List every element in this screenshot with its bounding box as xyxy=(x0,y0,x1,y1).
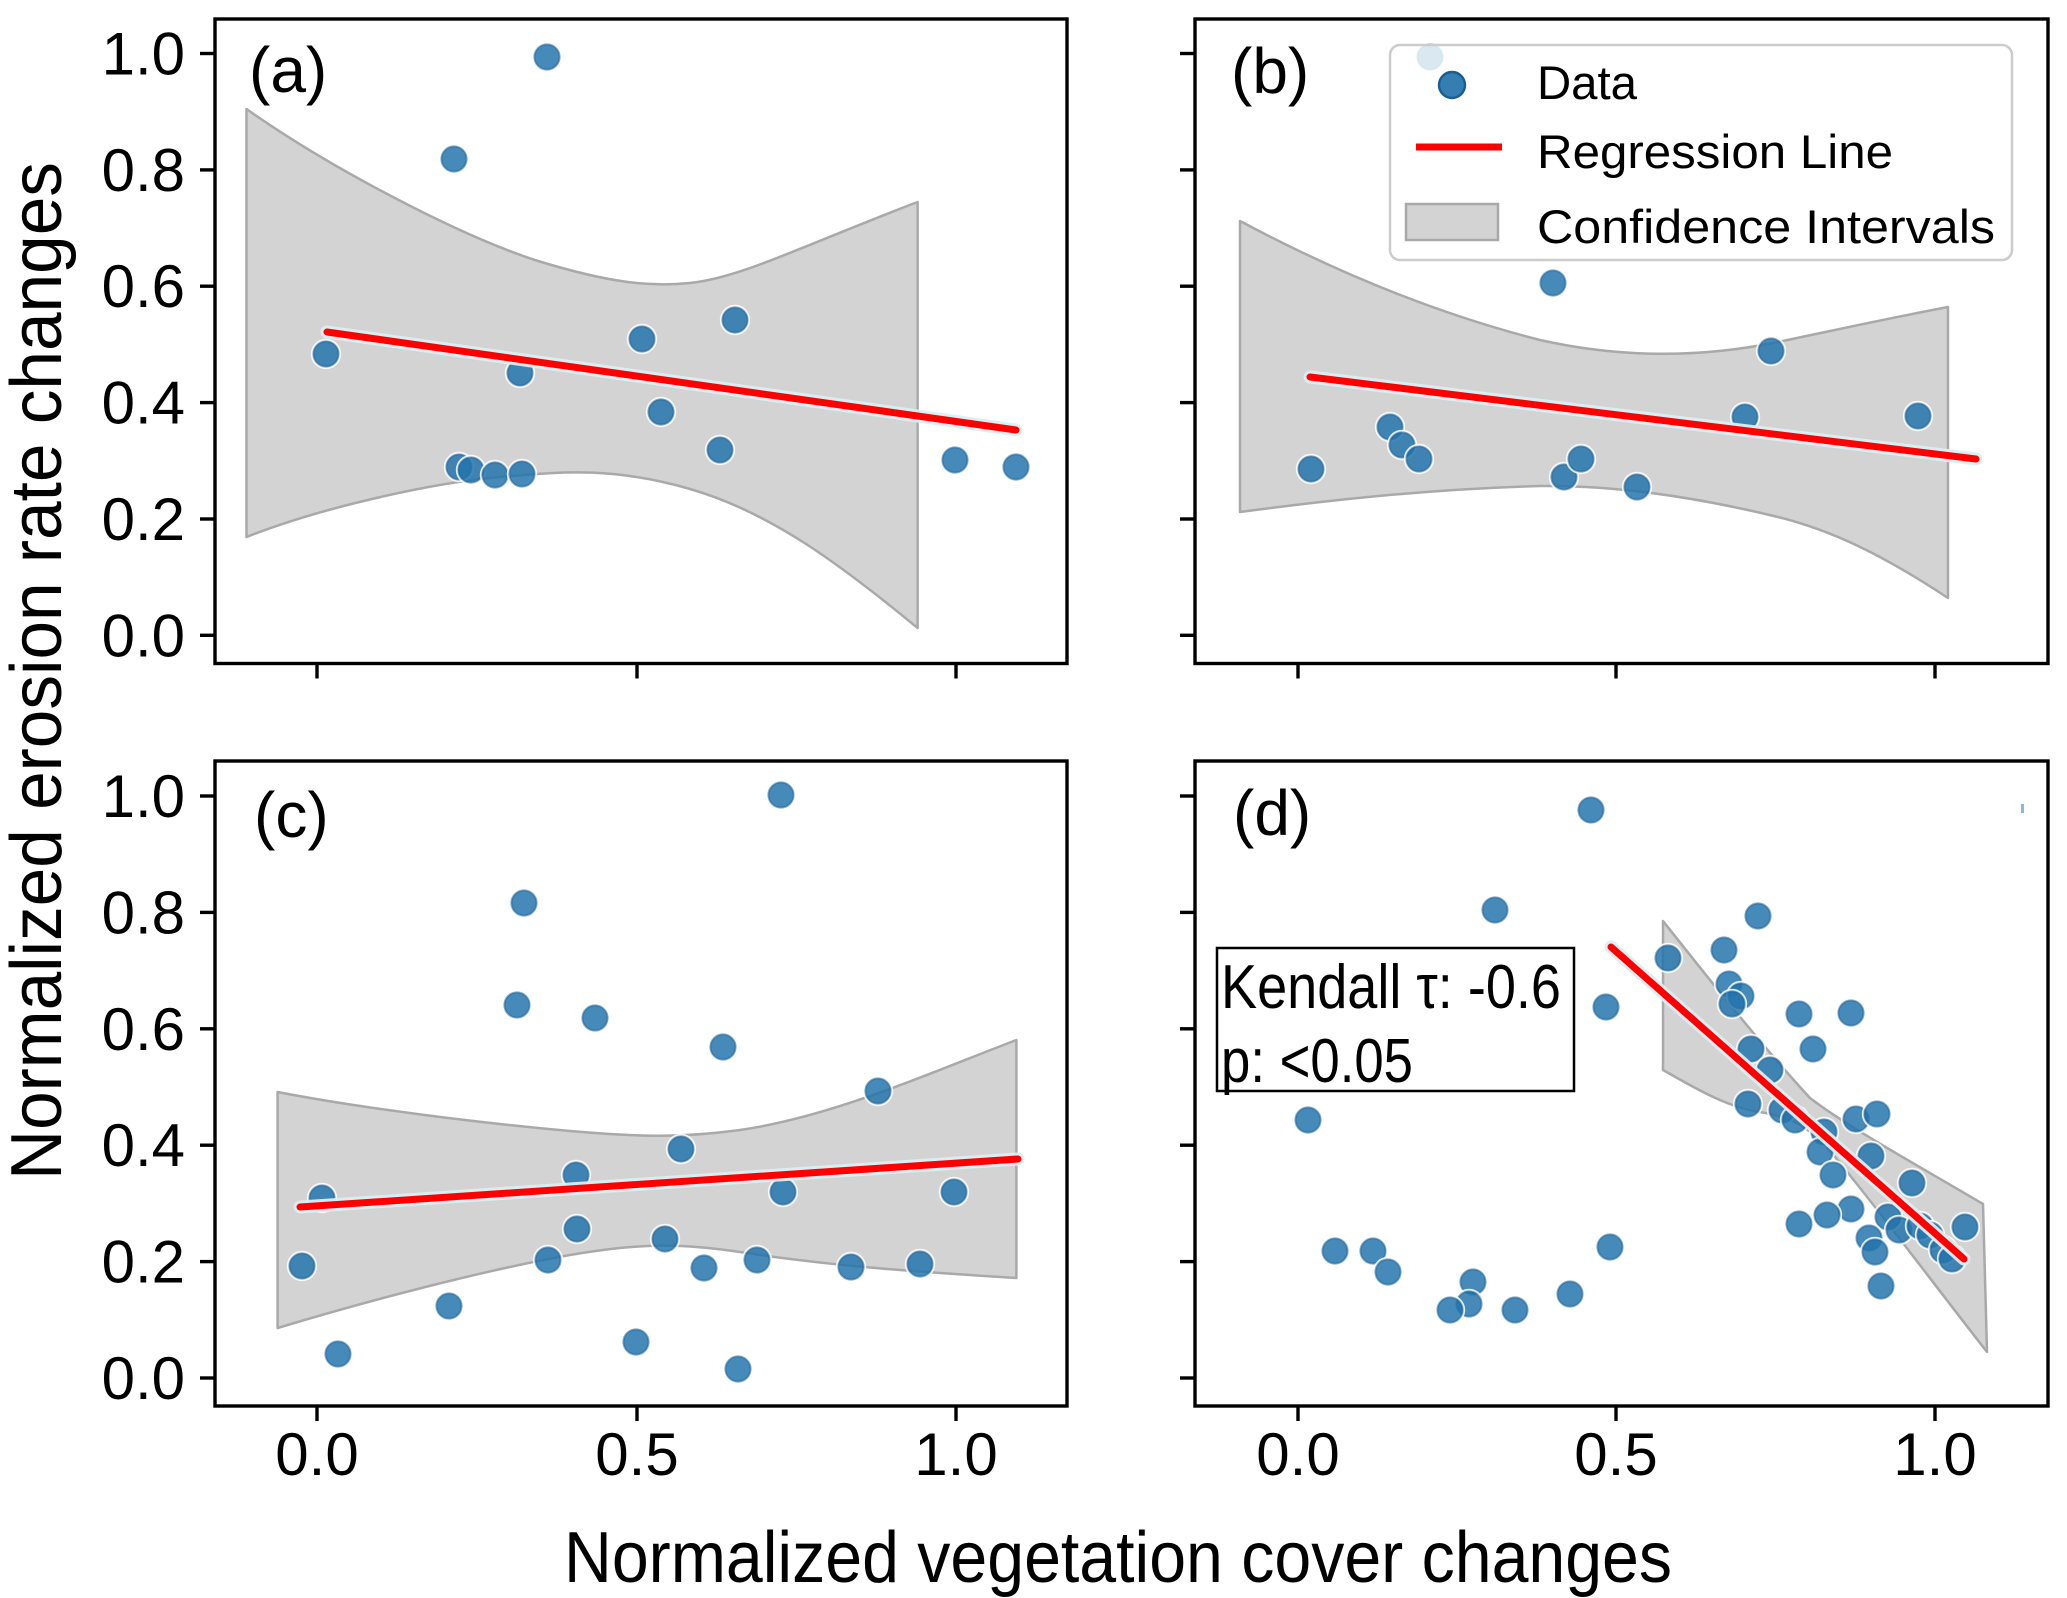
svg-text:0.8: 0.8 xyxy=(102,137,185,204)
svg-text:0.2: 0.2 xyxy=(102,1229,185,1296)
svg-text:Data: Data xyxy=(1537,57,1638,110)
svg-text:0.0: 0.0 xyxy=(1256,1421,1339,1488)
svg-text:1.0: 1.0 xyxy=(102,763,185,830)
svg-text:p: <0.05: p: <0.05 xyxy=(1221,1027,1413,1096)
svg-text:0.6: 0.6 xyxy=(102,996,185,1063)
svg-text:(c): (c) xyxy=(254,779,329,851)
svg-text:0.0: 0.0 xyxy=(275,1421,358,1488)
svg-text:Regression Line: Regression Line xyxy=(1537,126,1893,179)
svg-text:Normalized erosion rate change: Normalized erosion rate changes xyxy=(0,162,77,1180)
svg-text:0.8: 0.8 xyxy=(102,879,185,946)
svg-text:0.2: 0.2 xyxy=(102,486,185,553)
svg-text:(d): (d) xyxy=(1233,777,1311,849)
svg-text:1.0: 1.0 xyxy=(914,1421,997,1488)
svg-text:0.5: 0.5 xyxy=(595,1421,678,1488)
svg-text:1.0: 1.0 xyxy=(102,21,185,88)
svg-text:Kendall τ: -0.6: Kendall τ: -0.6 xyxy=(1221,953,1561,1022)
svg-text:0.5: 0.5 xyxy=(1574,1421,1657,1488)
svg-text:(a): (a) xyxy=(249,34,327,106)
svg-text:0.4: 0.4 xyxy=(102,1112,185,1179)
svg-text:Normalized vegetation cover ch: Normalized vegetation cover changes xyxy=(564,1518,1672,1598)
svg-text:(b): (b) xyxy=(1231,35,1309,107)
svg-text:0.0: 0.0 xyxy=(102,602,185,669)
svg-text:0.4: 0.4 xyxy=(102,370,185,437)
svg-text:0.0: 0.0 xyxy=(102,1345,185,1412)
svg-text:0.6: 0.6 xyxy=(102,253,185,320)
svg-text:1.0: 1.0 xyxy=(1893,1421,1976,1488)
svg-text:Confidence Intervals: Confidence Intervals xyxy=(1537,201,1995,254)
